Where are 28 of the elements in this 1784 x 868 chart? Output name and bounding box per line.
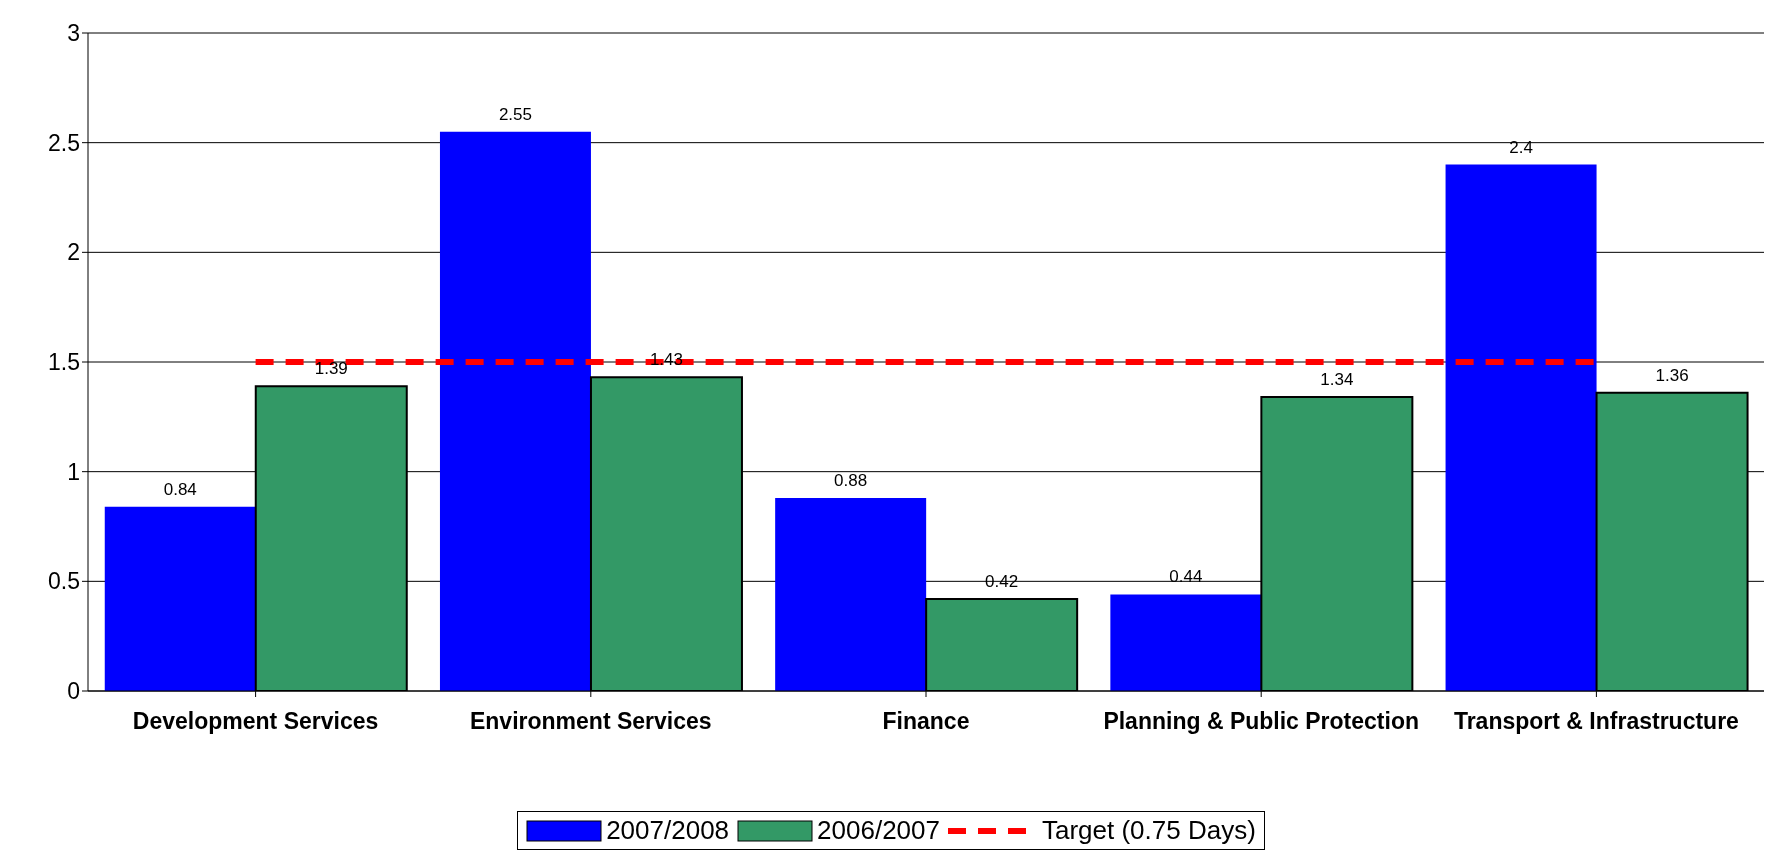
- data-label: 1.34: [1320, 370, 1354, 390]
- data-label: 2.4: [1509, 137, 1533, 157]
- data-label: 1.43: [649, 350, 684, 370]
- legend-label: 2007/2008: [606, 815, 730, 846]
- data-label: 0.84: [163, 479, 197, 499]
- legend-label: Target (0.75 Days): [1041, 815, 1256, 846]
- legend-label: 2006/2007: [817, 815, 940, 846]
- data-label: 2.55: [498, 104, 533, 124]
- y-tick-label: 2.5: [48, 129, 80, 156]
- bar: [439, 131, 591, 691]
- data-label: 0.88: [834, 470, 868, 490]
- data-label: 1.39: [314, 359, 348, 379]
- bar: [104, 506, 256, 691]
- y-tick-label: 1: [67, 458, 80, 485]
- y-tick-label: 0.5: [48, 568, 80, 595]
- x-tick-label: Environment Services: [470, 708, 712, 735]
- y-tick-label: 3: [67, 20, 80, 47]
- x-tick-label: Development Services: [132, 708, 379, 735]
- x-tick-label: Planning & Public Protection: [1103, 708, 1420, 735]
- bar: [1445, 164, 1597, 691]
- y-tick-label: 1.5: [48, 349, 80, 376]
- y-tick-label: 2: [67, 239, 80, 266]
- y-tick-label: 0: [67, 678, 80, 705]
- x-tick-label: Transport & Infrastructure: [1453, 708, 1739, 735]
- x-tick-label: Finance: [882, 708, 970, 735]
- data-label: 1.36: [1655, 365, 1689, 385]
- bar: [1110, 594, 1262, 691]
- bar: [775, 497, 927, 691]
